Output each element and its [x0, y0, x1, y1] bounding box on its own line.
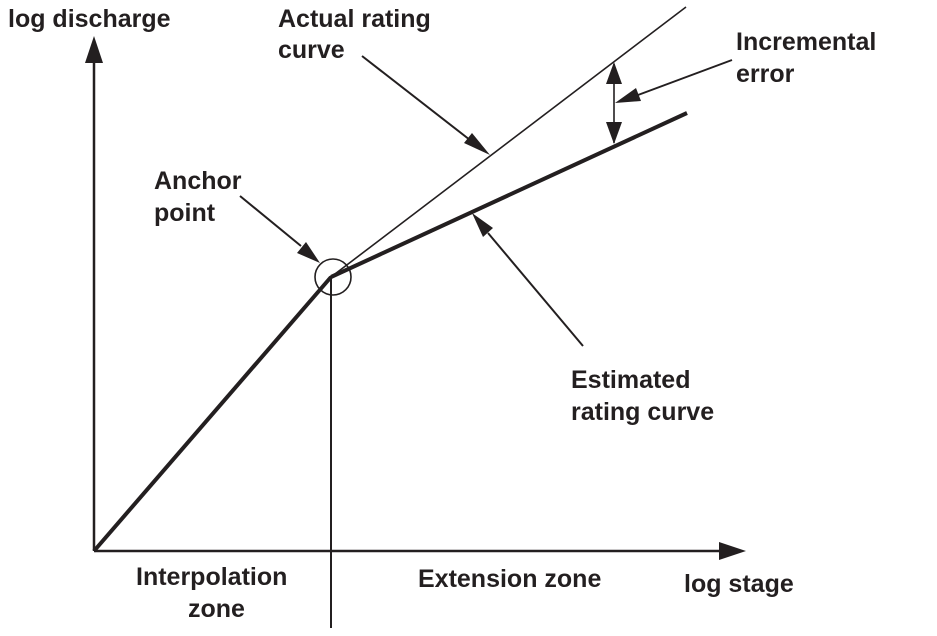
incremental-error-label-line1: Incremental — [736, 28, 876, 56]
interpolation-zone-label-line1: Interpolation — [136, 563, 287, 591]
interpolated-rating-segment — [92, 275, 333, 553]
estimated-curve-label-line2: rating curve — [571, 398, 714, 426]
incremental-error-leader — [615, 59, 733, 103]
x-axis-label: log stage — [684, 570, 794, 598]
incremental-error-dimension — [606, 62, 622, 144]
error-up-arrowhead-icon — [606, 62, 622, 84]
x-axis-arrowhead-icon — [719, 542, 746, 560]
interpolation-zone-label-line2: zone — [188, 595, 245, 623]
anchor-point-circle — [314, 258, 352, 296]
incremental-error-leader-arrowhead-icon — [615, 88, 641, 103]
actual-curve-leader — [361, 55, 490, 155]
estimated-rating-curve-line — [330, 111, 688, 279]
error-down-arrowhead-icon — [606, 122, 622, 144]
actual-curve-label-line2: curve — [278, 36, 345, 64]
actual-curve-label-line1: Actual rating — [278, 5, 431, 33]
anchor-point-leader-arrowhead-icon — [297, 242, 320, 263]
estimated-curve-label-line1: Estimated — [571, 366, 690, 394]
anchor-point-leader — [239, 195, 320, 263]
y-axis — [85, 36, 103, 551]
y-axis-arrowhead-icon — [85, 36, 103, 63]
x-axis — [94, 542, 746, 560]
actual-rating-curve-line — [330, 6, 687, 278]
estimated-curve-leader-arrowhead-icon — [472, 213, 493, 237]
anchor-point-label-line1: Anchor — [154, 167, 242, 195]
y-axis-label: log discharge — [8, 5, 171, 33]
incremental-error-label-line2: error — [736, 60, 795, 88]
extension-zone-label: Extension zone — [418, 565, 601, 593]
actual-curve-leader-arrowhead-icon — [464, 133, 490, 155]
anchor-point-label-line2: point — [154, 199, 216, 227]
estimated-curve-leader — [472, 213, 584, 347]
